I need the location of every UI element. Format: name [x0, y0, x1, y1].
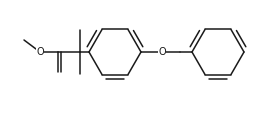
- Text: O: O: [36, 47, 44, 57]
- Text: O: O: [158, 47, 166, 57]
